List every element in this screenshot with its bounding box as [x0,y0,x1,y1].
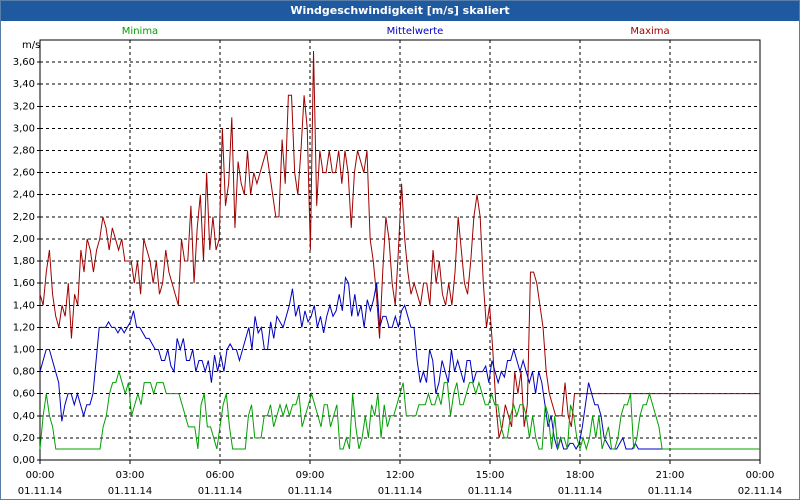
chart-title: Windgeschwindigkeit [m/s] skaliert [1,1,799,21]
x-tick-date: 01.11.14 [648,486,693,497]
x-tick-time: 15:00 [476,470,505,481]
chart-legend: Minima Mittelwerte Maxima [122,26,670,37]
y-tick-label: 1,40 [13,300,35,311]
x-tick-time: 18:00 [566,470,595,481]
series-lines [39,51,760,451]
x-tick-time: 21:00 [656,470,685,481]
x-tick-time: 00:00 [746,470,775,481]
series-line-maxima [39,51,760,439]
plot-frame [39,39,761,461]
x-tick-date: 01.11.14 [288,486,333,497]
x-tick-time: 09:00 [296,470,325,481]
chart-grid [40,40,760,460]
y-tick-labels: 0,00 0,20 0,40 0,60 0,80 1,00 1,20 1,40 1,60 1,80… [13,57,35,466]
y-tick-label: 1,80 [13,256,35,267]
y-tick-label: 2,20 [13,212,35,223]
series-line-mittelwerte [39,275,760,451]
series-line-minima [39,369,760,451]
x-tick-time: 06:00 [206,470,235,481]
x-tick-date: 01.11.14 [558,486,603,497]
y-tick-label: 0,60 [13,389,35,400]
legend-minima: Minima [122,26,158,37]
y-tick-label: 3,40 [13,79,35,90]
x-tick-time: 00:00 [26,470,55,481]
x-tick-labels: 00:00 01.11.14 03:00 01.11.14 06:00 01.11.14 0… [18,470,783,497]
legend-mittelwerte: Mittelwerte [387,26,444,37]
y-tick-label: 1,20 [13,322,35,333]
y-tick-label: 0,40 [13,411,35,422]
y-tick-label: 2,00 [13,234,35,245]
x-tick-date: 01.11.14 [108,486,153,497]
y-tick-label: 0,20 [13,433,35,444]
x-tick-time: 03:00 [116,470,145,481]
y-tick-label: 0,80 [13,367,35,378]
x-tick-date: 01.11.14 [378,486,423,497]
x-tick-date: 02.11.14 [738,486,783,497]
x-tick-time: 12:00 [386,470,415,481]
x-tick-date: 01.11.14 [198,486,243,497]
y-axis-label: m/s [22,40,40,51]
y-tick-label: 3,60 [13,57,35,68]
y-tick-label: 2,40 [13,190,35,201]
legend-maxima: Maxima [630,26,669,37]
y-tick-label: 0,00 [13,455,35,466]
y-tick-label: 2,60 [13,168,35,179]
x-tick-date: 01.11.14 [468,486,513,497]
y-tick-label: 2,80 [13,146,35,157]
y-tick-label: 3,20 [13,101,35,112]
y-tick-label: 3,00 [13,123,35,134]
chart-axes [37,39,761,464]
y-tick-label: 1,00 [13,344,35,355]
x-tick-date: 01.11.14 [18,486,63,497]
y-tick-label: 1,60 [13,278,35,289]
